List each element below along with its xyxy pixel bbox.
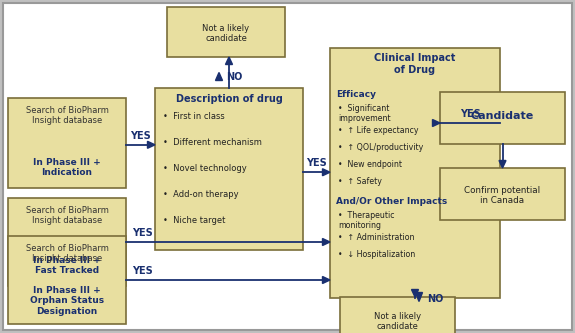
Text: In Phase III +
Fast Tracked: In Phase III + Fast Tracked [33, 256, 101, 275]
Polygon shape [216, 73, 223, 81]
Bar [8, 236, 126, 324]
Bar [167, 7, 285, 57]
Polygon shape [323, 169, 330, 176]
Polygon shape [412, 289, 419, 297]
Polygon shape [323, 276, 330, 283]
Polygon shape [148, 141, 155, 148]
Text: •  Niche target: • Niche target [163, 216, 225, 225]
Text: Search of BioPharm
Insight database: Search of BioPharm Insight database [25, 244, 109, 263]
Text: Search of BioPharm
Insight database: Search of BioPharm Insight database [25, 106, 109, 126]
Text: •  Novel technology: • Novel technology [163, 164, 247, 173]
Polygon shape [499, 161, 506, 168]
Bar [155, 88, 303, 250]
Bar [8, 98, 126, 188]
Text: NO: NO [427, 293, 443, 303]
Text: Not a likely
candidate: Not a likely candidate [374, 312, 421, 331]
Text: YES: YES [306, 158, 327, 168]
Text: •  New endpoint: • New endpoint [338, 160, 402, 169]
Polygon shape [432, 120, 440, 127]
Text: •  ↑ Administration: • ↑ Administration [338, 233, 415, 242]
Text: •  Add-on therapy: • Add-on therapy [163, 190, 239, 199]
Text: In Phase III +
Orphan Status
Designation: In Phase III + Orphan Status Designation [30, 286, 104, 316]
Text: Clinical Impact
of Drug: Clinical Impact of Drug [374, 53, 455, 75]
Text: •  ↑ Life expectancy: • ↑ Life expectancy [338, 126, 419, 135]
Text: YES: YES [132, 266, 153, 276]
Bar [440, 92, 565, 144]
Text: •  Different mechanism: • Different mechanism [163, 138, 262, 147]
Text: •  ↑ Safety: • ↑ Safety [338, 177, 382, 186]
Text: Search of BioPharm
Insight database: Search of BioPharm Insight database [25, 206, 109, 225]
Text: Efficacy: Efficacy [336, 90, 376, 99]
Text: •  Significant
improvement: • Significant improvement [338, 104, 390, 124]
Text: In Phase III +
Indication: In Phase III + Indication [33, 158, 101, 177]
Text: •  ↓ Hospitalization: • ↓ Hospitalization [338, 250, 415, 259]
Polygon shape [323, 238, 330, 245]
Text: Not a likely
candidate: Not a likely candidate [202, 24, 250, 43]
Text: •  First in class: • First in class [163, 112, 225, 121]
Text: Description of drug: Description of drug [175, 94, 282, 104]
Text: And/Or Other Impacts: And/Or Other Impacts [336, 197, 447, 206]
Bar [340, 297, 455, 333]
Text: YES: YES [132, 228, 153, 238]
Text: Confirm potential
in Canada: Confirm potential in Canada [465, 186, 540, 205]
Text: Candidate: Candidate [471, 111, 534, 121]
Bar [440, 168, 565, 220]
Bar [330, 48, 500, 298]
Text: •  Therapeutic
monitoring: • Therapeutic monitoring [338, 211, 394, 230]
Polygon shape [225, 57, 232, 65]
Text: YES: YES [130, 131, 151, 141]
Text: •  ↑ QOL/productivity: • ↑ QOL/productivity [338, 143, 423, 152]
Text: NO: NO [226, 73, 243, 83]
Text: YES: YES [459, 109, 480, 119]
Bar [8, 198, 126, 286]
Polygon shape [416, 292, 423, 301]
